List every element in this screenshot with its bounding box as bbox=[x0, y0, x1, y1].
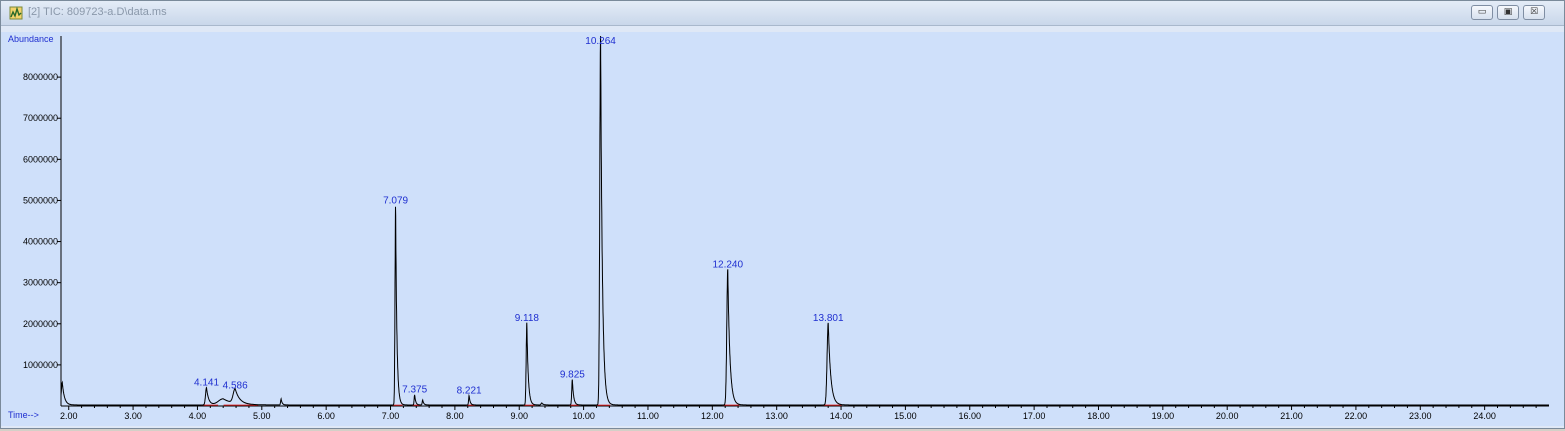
x-tick-label: 6.00 bbox=[317, 411, 335, 421]
x-tick-label: 16.00 bbox=[958, 411, 981, 421]
x-axis-label: Time--> bbox=[8, 410, 39, 420]
peak-label: 13.801 bbox=[813, 313, 844, 324]
x-tick-label: 14.00 bbox=[830, 411, 853, 421]
peak-label: 10.264 bbox=[585, 36, 616, 47]
peak-label: 8.221 bbox=[457, 386, 482, 397]
x-tick-label: 18.00 bbox=[1087, 411, 1110, 421]
x-tick-label: 20.00 bbox=[1216, 411, 1239, 421]
tic-trace bbox=[60, 35, 1549, 406]
peak-label: 12.240 bbox=[712, 259, 743, 270]
minimize-button[interactable]: ▭ bbox=[1471, 5, 1493, 20]
x-tick-label: 24.00 bbox=[1473, 411, 1496, 421]
x-tick-label: 15.00 bbox=[894, 411, 917, 421]
peak-label: 7.079 bbox=[383, 196, 408, 207]
x-tick-label: 7.00 bbox=[382, 411, 400, 421]
peak-labels: 4.141 4.586 7.079 7.375 8.221 9.118 9.825 10.26… bbox=[194, 36, 844, 397]
chart-area: Abundance Time--> 1000000 2000000 3000000 4… bbox=[1, 32, 1564, 426]
peak-label: 4.141 bbox=[194, 378, 219, 389]
title-bar[interactable]: [2] TIC: 809723-a.D\data.ms ▭ ▣ ☒ bbox=[1, 1, 1564, 26]
app-icon bbox=[9, 6, 23, 20]
x-tick-label: 19.00 bbox=[1152, 411, 1175, 421]
y-tick-label: 3000000 bbox=[23, 278, 58, 288]
y-tick-label: 7000000 bbox=[23, 113, 58, 123]
x-tick-label: 11.00 bbox=[637, 411, 659, 421]
x-tick-label: 5.00 bbox=[253, 411, 271, 421]
x-tick-label: 4.00 bbox=[189, 411, 207, 421]
close-icon: ☒ bbox=[1529, 7, 1539, 17]
y-tick-label: 8000000 bbox=[23, 72, 58, 82]
x-tick-label: 10.00 bbox=[572, 411, 595, 421]
peak-label: 4.586 bbox=[223, 381, 248, 392]
axes bbox=[57, 36, 1549, 410]
peak-label: 7.375 bbox=[402, 385, 427, 396]
tick-labels: 1000000 2000000 3000000 4000000 5000000 60000… bbox=[23, 72, 1496, 421]
window-title: [2] TIC: 809723-a.D\data.ms bbox=[28, 6, 167, 18]
maximize-button[interactable]: ▣ bbox=[1497, 5, 1519, 20]
maximize-icon: ▣ bbox=[1503, 7, 1513, 17]
peak-label: 9.118 bbox=[515, 313, 540, 324]
x-tick-label: 2.00 bbox=[60, 411, 78, 421]
close-button[interactable]: ☒ bbox=[1523, 5, 1545, 20]
y-tick-label: 1000000 bbox=[23, 360, 58, 370]
y-axis-label: Abundance bbox=[8, 34, 54, 44]
x-tick-label: 12.00 bbox=[701, 411, 724, 421]
x-tick-label: 8.00 bbox=[446, 411, 464, 421]
x-tick-label: 21.00 bbox=[1280, 411, 1303, 421]
x-tick-label: 9.00 bbox=[510, 411, 528, 421]
chromatogram-chart: Abundance Time--> 1000000 2000000 3000000 4… bbox=[8, 34, 1549, 421]
x-tick-label: 17.00 bbox=[1023, 411, 1046, 421]
y-tick-label: 2000000 bbox=[23, 319, 58, 329]
y-tick-label: 4000000 bbox=[23, 237, 58, 247]
x-tick-label: 13.00 bbox=[765, 411, 788, 421]
x-tick-label: 23.00 bbox=[1409, 411, 1432, 421]
y-tick-label: 6000000 bbox=[23, 154, 58, 164]
x-tick-label: 3.00 bbox=[124, 411, 142, 421]
x-tick-label: 22.00 bbox=[1345, 411, 1368, 421]
minimize-icon: ▭ bbox=[1477, 7, 1487, 17]
peak-label: 9.825 bbox=[560, 370, 585, 381]
y-tick-label: 5000000 bbox=[23, 195, 58, 205]
